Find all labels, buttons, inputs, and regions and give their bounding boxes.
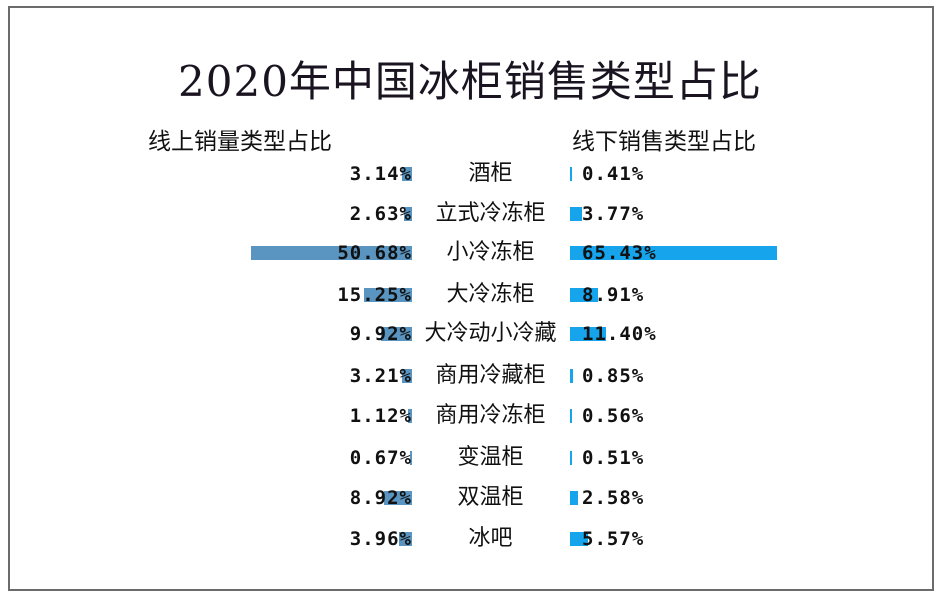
- offline-bar: [570, 532, 588, 546]
- offline-value: 0.51%: [582, 447, 645, 469]
- online-bar: [402, 167, 412, 181]
- chart-row: 1.12% 商用冷冻柜 0.56%: [0, 401, 940, 431]
- chart-row: 3.96% 冰吧 5.57%: [0, 524, 940, 554]
- chart-row: 3.21% 商用冷藏柜 0.85%: [0, 361, 940, 391]
- offline-bar: [570, 409, 572, 423]
- online-bar: [408, 409, 412, 423]
- online-value: 0.67%: [349, 447, 412, 469]
- chart-row: 15.25% 大冷冻柜 8.91%: [0, 280, 940, 310]
- online-bar: [251, 246, 412, 260]
- offline-bar: [570, 369, 573, 383]
- category-label: 商用冷藏柜: [435, 363, 546, 388]
- offline-value: 0.56%: [582, 405, 645, 427]
- category-label: 酒柜: [468, 161, 513, 186]
- online-value: 8.92%: [349, 487, 412, 509]
- chart-row: 9.92% 大冷动小冷藏 11.40%: [0, 319, 940, 349]
- offline-value: 3.77%: [582, 203, 645, 225]
- online-bar: [409, 451, 412, 465]
- online-value: 15.25%: [337, 284, 412, 306]
- chart-row: 0.67% 变温柜 0.51%: [0, 443, 940, 473]
- category-label: 大冷动小冷藏: [424, 321, 557, 346]
- offline-value: 2.58%: [582, 487, 645, 509]
- online-value: 3.14%: [349, 163, 412, 185]
- category-label: 立式冷冻柜: [435, 201, 546, 226]
- chart-frame: [8, 6, 934, 591]
- online-value: 50.68%: [337, 242, 412, 264]
- category-label: 大冷冻柜: [446, 282, 535, 307]
- offline-bar: [570, 288, 599, 302]
- offline-bar: [570, 491, 579, 505]
- category-label: 商用冷冻柜: [435, 403, 546, 428]
- offline-value: 0.41%: [582, 163, 645, 185]
- online-bar: [380, 327, 412, 341]
- online-bar: [363, 288, 412, 302]
- chart-title: 2020年中国冰柜销售类型占比: [178, 57, 762, 106]
- offline-bar: [570, 451, 572, 465]
- offline-bar: [570, 327, 607, 341]
- offline-heading: 线下销售类型占比: [572, 129, 756, 155]
- category-label: 双温柜: [457, 485, 524, 510]
- online-value: 3.96%: [349, 528, 412, 550]
- online-value: 3.21%: [349, 365, 412, 387]
- chart-row: 8.92% 双温柜 2.58%: [0, 483, 940, 513]
- offline-value: 11.40%: [582, 323, 657, 345]
- online-value: 9.92%: [349, 323, 412, 345]
- offline-value: 8.91%: [582, 284, 645, 306]
- chart-row: 2.63% 立式冷冻柜 3.77%: [0, 199, 940, 229]
- category-label: 小冷冻柜: [446, 240, 535, 265]
- online-value: 1.12%: [349, 405, 412, 427]
- category-label: 变温柜: [457, 445, 524, 470]
- offline-bar: [570, 246, 778, 260]
- offline-value: 5.57%: [582, 528, 645, 550]
- category-label: 冰吧: [468, 526, 513, 551]
- chart-row: 3.14% 酒柜 0.41%: [0, 159, 940, 189]
- offline-value: 65.43%: [582, 242, 657, 264]
- online-bar: [383, 491, 412, 505]
- online-heading: 线上销量类型占比: [148, 129, 332, 155]
- online-bar: [403, 207, 412, 221]
- online-value: 2.63%: [349, 203, 412, 225]
- offline-value: 0.85%: [582, 365, 645, 387]
- offline-bar: [570, 167, 572, 181]
- offline-bar: [570, 207, 582, 221]
- online-bar: [399, 532, 412, 546]
- online-bar: [401, 369, 412, 383]
- chart-row: 50.68% 小冷冻柜 65.43%: [0, 238, 940, 268]
